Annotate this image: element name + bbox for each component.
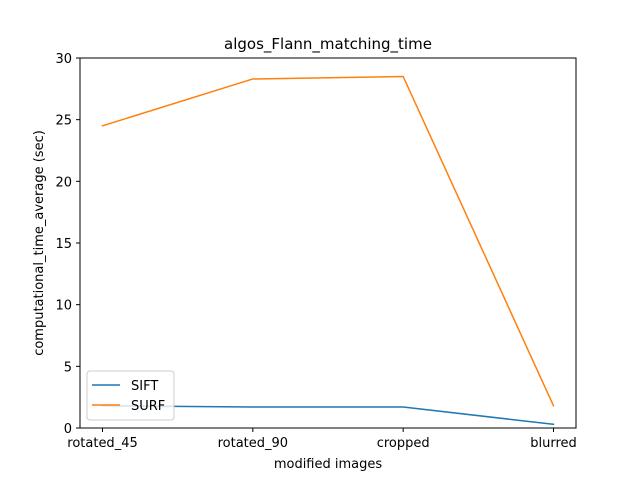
chart-title: algos_Flann_matching_time [224,35,432,54]
x-tick-label: rotated_90 [218,436,288,451]
y-axis-label: computational_time_average (sec) [32,130,47,356]
y-tick-label: 5 [64,360,72,375]
x-axis-label: modified images [274,457,383,472]
x-tick-label: blurred [530,436,577,451]
legend-box [86,370,175,421]
y-tick-label: 25 [55,114,72,129]
series-line-sift [101,405,555,426]
x-tick-label: rotated_45 [67,436,137,451]
x-tick-label: cropped [377,436,430,451]
y-tick-label: 30 [55,52,72,67]
y-tick-label: 15 [55,237,72,252]
y-axis-ticks: 0 5 10 15 20 25 30 [55,52,80,437]
legend-label-sift: SIFT [131,379,158,394]
series-layer [101,75,555,426]
legend-label-surf: SURF [131,399,165,414]
series-line-surf [101,75,555,407]
y-tick-label: 20 [55,175,72,190]
y-tick-label: 10 [55,299,72,314]
y-tick-label: 0 [64,422,72,437]
legend: SIFT SURF [86,370,175,421]
x-axis-ticks: rotated_45 rotated_90 cropped blurred [67,428,577,451]
